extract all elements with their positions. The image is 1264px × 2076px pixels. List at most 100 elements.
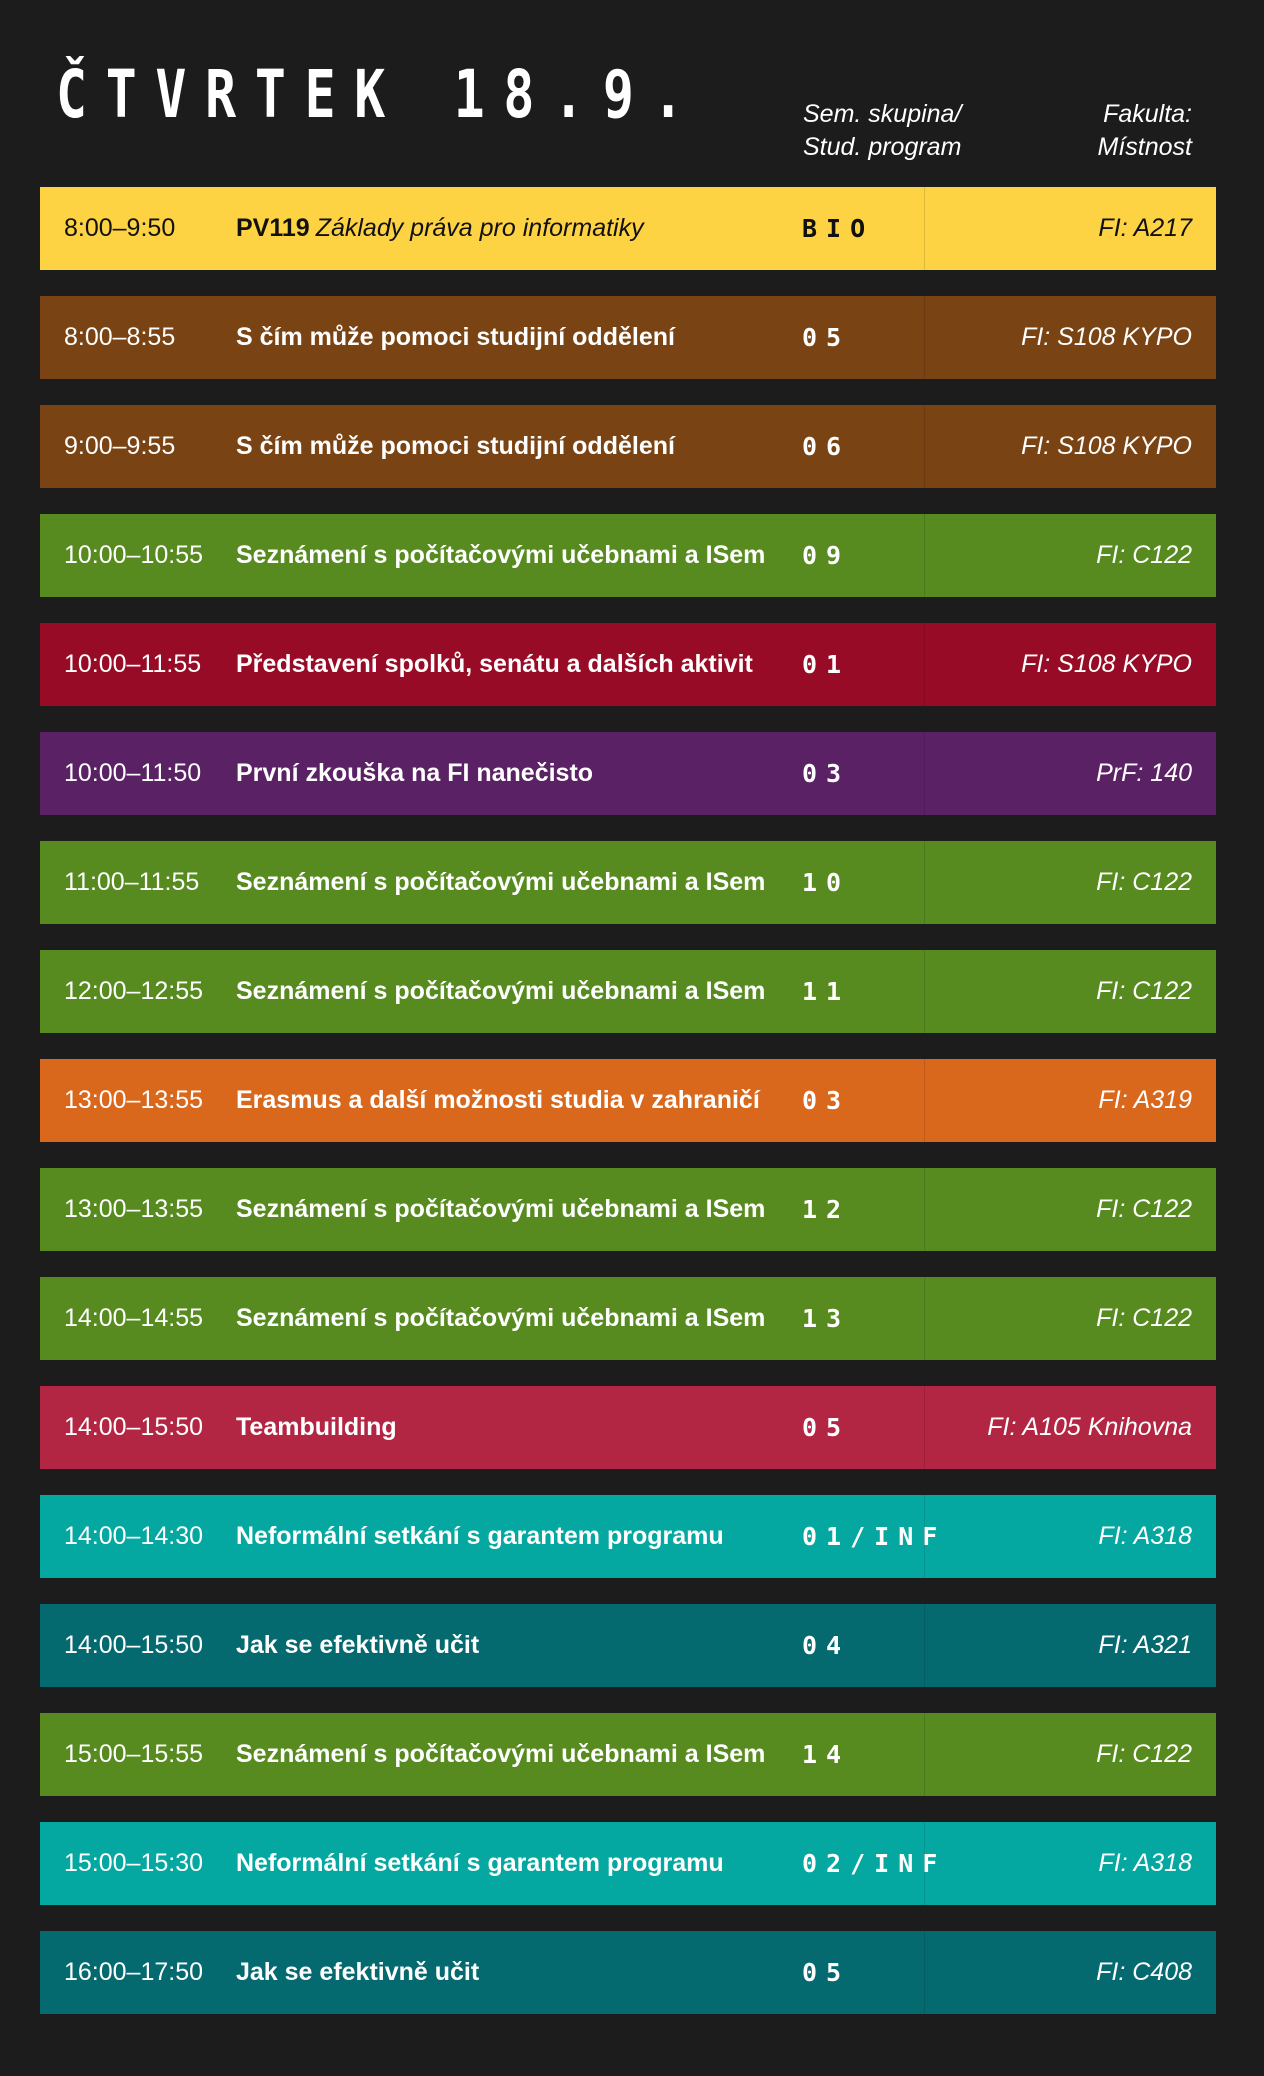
column-divider: [924, 1059, 925, 1142]
study-group: BIO: [802, 214, 875, 243]
column-divider: [924, 296, 925, 379]
event-name: Neformální setkání s garantem programu: [236, 1849, 724, 1877]
event-room: FI: A318: [1098, 1522, 1192, 1550]
event-room: FI: A217: [1098, 214, 1192, 242]
study-group: 14: [802, 1740, 851, 1769]
column-divider: [924, 514, 925, 597]
event-room: PrF: 140: [1096, 759, 1192, 787]
event-time: 12:00–12:55: [64, 977, 204, 1005]
course-code: PV119: [236, 214, 310, 242]
event-name: Seznámení s počítačovými učebnami a ISem: [236, 1304, 766, 1332]
column-divider: [924, 1713, 925, 1796]
study-group: 09: [802, 541, 851, 570]
course-title: Základy práva pro informatiky: [315, 214, 644, 242]
event-name: První zkouška na FI nanečisto: [236, 759, 594, 787]
event-name: PV119 Základy práva pro informatiky: [236, 214, 644, 243]
schedule-row: 13:00–13:55 Erasmus a další možnosti stud…: [40, 1059, 1216, 1142]
event-name: Teambuilding: [236, 1413, 397, 1441]
event-name: Seznámení s počítačovými učebnami a ISem: [236, 1740, 766, 1768]
event-name: Jak se efektivně učit: [236, 1958, 480, 1986]
schedule-row: 11:00–11:55 Seznámení s počítačovými učeb…: [40, 841, 1216, 924]
column-divider: [924, 187, 925, 270]
event-name: S čím může pomoci studijní oddělení: [236, 323, 675, 351]
schedule-row: 14:00–14:55 Seznámení s počítačovými učeb…: [40, 1277, 1216, 1360]
schedule-row: 14:00–14:30 Neformální setkání s garantem…: [40, 1495, 1216, 1578]
event-room: FI: A321: [1098, 1631, 1192, 1659]
column-divider: [924, 1604, 925, 1687]
event-time: 14:00–14:55: [64, 1304, 204, 1332]
event-time: 14:00–15:50: [64, 1631, 204, 1659]
event-room: FI: C122: [1096, 1740, 1192, 1768]
study-group: 12: [802, 1195, 851, 1224]
schedule-row: 15:00–15:30 Neformální setkání s garantem…: [40, 1822, 1216, 1905]
event-room: FI: S108 KYPO: [1021, 432, 1192, 460]
event-time: 10:00–11:50: [64, 759, 202, 787]
event-room: FI: S108 KYPO: [1021, 323, 1192, 351]
schedule-row: 16:00–17:50 Jak se efektivně učit 05 FI: C4…: [40, 1931, 1216, 2014]
event-room: FI: C122: [1096, 1304, 1192, 1332]
column-divider: [924, 405, 925, 488]
event-room: FI: A319: [1098, 1086, 1192, 1114]
schedule-row: 14:00–15:50 Teambuilding 05 FI: A105 Knihov…: [40, 1386, 1216, 1469]
schedule-row: 8:00–8:55 S čím může pomoci studijní oddě…: [40, 296, 1216, 379]
schedule-list: 8:00–9:50 PV119 Základy práva pro informat…: [40, 187, 1216, 2040]
study-group: 02/INF: [802, 1849, 947, 1878]
event-name: Seznámení s počítačovými učebnami a ISem: [236, 868, 766, 896]
schedule-row: 10:00–11:50 První zkouška na FI nanečisto…: [40, 732, 1216, 815]
column-divider: [924, 841, 925, 924]
faculty-column-header: Fakulta: Místnost: [1097, 100, 1192, 161]
event-room: FI: C122: [1096, 868, 1192, 896]
event-room: FI: C122: [1096, 541, 1192, 569]
column-divider: [924, 1822, 925, 1905]
schedule-row: 15:00–15:55 Seznámení s počítačovými učeb…: [40, 1713, 1216, 1796]
schedule-row: 10:00–10:55 Seznámení s počítačovými učeb…: [40, 514, 1216, 597]
study-group: 03: [802, 759, 851, 788]
event-name: Neformální setkání s garantem programu: [236, 1522, 724, 1550]
event-room: FI: S108 KYPO: [1021, 650, 1192, 678]
schedule-row: 14:00–15:50 Jak se efektivně učit 04 FI: A3…: [40, 1604, 1216, 1687]
event-time: 13:00–13:55: [64, 1086, 204, 1114]
event-time: 10:00–11:55: [64, 650, 202, 678]
event-room: FI: A105 Knihovna: [987, 1413, 1192, 1441]
column-divider: [924, 1495, 925, 1578]
column-divider: [924, 1386, 925, 1469]
study-group: 10: [802, 868, 851, 897]
event-time: 14:00–15:50: [64, 1413, 204, 1441]
event-name: Seznámení s počítačovými učebnami a ISem: [236, 1195, 766, 1223]
study-group: 01/INF: [802, 1522, 947, 1551]
column-divider: [924, 623, 925, 706]
column-divider: [924, 1931, 925, 2014]
study-group: 06: [802, 432, 851, 461]
event-time: 8:00–9:50: [64, 214, 176, 242]
event-name: Erasmus a další možnosti studia v zahran…: [236, 1086, 760, 1114]
event-time: 10:00–10:55: [64, 541, 204, 569]
schedule-row: 10:00–11:55 Představení spolků, senátu a …: [40, 623, 1216, 706]
study-group: 01: [802, 650, 851, 679]
study-group: 05: [802, 1958, 851, 1987]
event-time: 15:00–15:55: [64, 1740, 204, 1768]
group-column-header: Sem. skupina/ Stud. program: [803, 100, 962, 161]
study-group: 03: [802, 1086, 851, 1115]
event-time: 15:00–15:30: [64, 1849, 204, 1877]
schedule-row: 9:00–9:55 S čím může pomoci studijní oddě…: [40, 405, 1216, 488]
event-room: FI: C122: [1096, 977, 1192, 1005]
schedule-row: 13:00–13:55 Seznámení s počítačovými učeb…: [40, 1168, 1216, 1251]
page-title: ČTVRTEK 18.9.: [56, 56, 703, 133]
event-time: 8:00–8:55: [64, 323, 176, 351]
event-name: S čím může pomoci studijní oddělení: [236, 432, 675, 460]
event-time: 9:00–9:55: [64, 432, 176, 460]
column-divider: [924, 732, 925, 815]
study-group: 11: [802, 977, 851, 1006]
schedule-row: 8:00–9:50 PV119 Základy práva pro informat…: [40, 187, 1216, 270]
event-name: Seznámení s počítačovými učebnami a ISem: [236, 977, 766, 1005]
event-name: Seznámení s počítačovými učebnami a ISem: [236, 541, 766, 569]
study-group: 13: [802, 1304, 851, 1333]
study-group: 04: [802, 1631, 851, 1660]
event-time: 16:00–17:50: [64, 1958, 204, 1986]
event-room: FI: C408: [1096, 1958, 1192, 1986]
event-name: Jak se efektivně učit: [236, 1631, 480, 1659]
schedule-row: 12:00–12:55 Seznámení s počítačovými učeb…: [40, 950, 1216, 1033]
event-name: Představení spolků, senátu a dalších akt…: [236, 650, 753, 678]
column-divider: [924, 950, 925, 1033]
event-time: 11:00–11:55: [64, 868, 200, 896]
